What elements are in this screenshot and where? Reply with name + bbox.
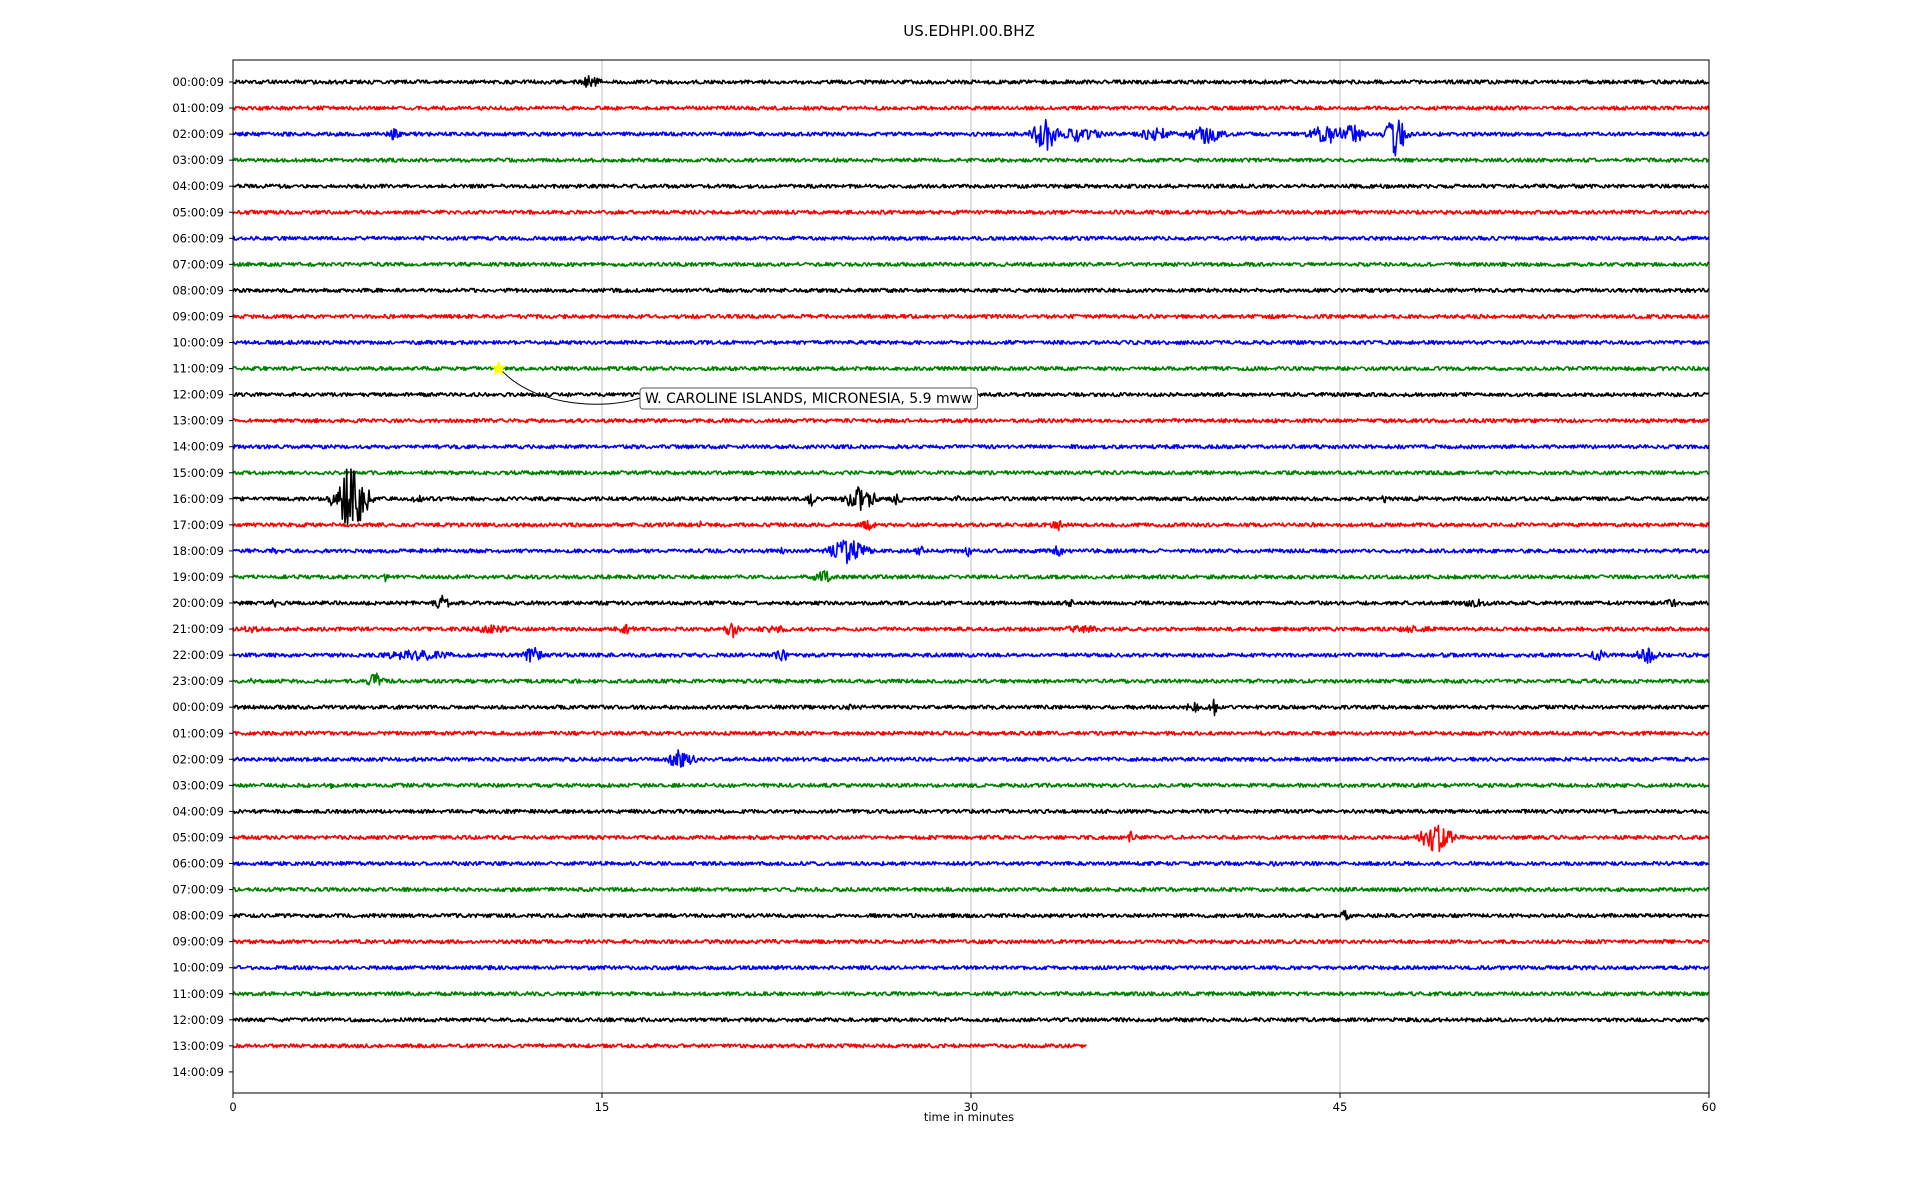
seismogram-trace bbox=[232, 313, 1710, 320]
y-tick-label: 14:00:09 bbox=[172, 440, 224, 454]
event-star-marker bbox=[490, 360, 507, 376]
seismogram-trace bbox=[232, 75, 1710, 88]
y-tick-label: 04:00:09 bbox=[172, 179, 224, 193]
y-tick-label: 09:00:09 bbox=[172, 935, 224, 949]
seismogram-trace bbox=[232, 672, 1710, 686]
chart-title: US.EDHPI.00.BHZ bbox=[903, 22, 1035, 40]
seismogram-trace bbox=[232, 468, 1710, 526]
seismogram-trace bbox=[232, 209, 1710, 215]
y-tick-label: 11:00:09 bbox=[172, 987, 224, 1001]
seismogram-trace bbox=[232, 824, 1710, 853]
y-tick-label: 01:00:09 bbox=[172, 726, 224, 740]
y-tick-label: 04:00:09 bbox=[172, 804, 224, 818]
seismogram-trace bbox=[232, 965, 1710, 971]
seismogram-trace bbox=[232, 749, 1710, 768]
seismogram-trace bbox=[232, 105, 1710, 111]
y-tick-label: 13:00:09 bbox=[172, 414, 224, 428]
y-tick-label: 10:00:09 bbox=[172, 961, 224, 975]
seismogram-trace bbox=[232, 157, 1710, 163]
y-tick-label: 03:00:09 bbox=[172, 153, 224, 167]
seismogram-trace bbox=[232, 860, 1709, 867]
y-tick-label: 06:00:09 bbox=[172, 857, 224, 871]
y-tick-label: 12:00:09 bbox=[172, 388, 224, 402]
event-annotation-connector bbox=[502, 371, 641, 405]
y-tick-label: 07:00:09 bbox=[172, 883, 224, 897]
y-tick-label: 08:00:09 bbox=[172, 909, 224, 923]
seismogram-trace bbox=[232, 622, 1710, 639]
seismogram-trace bbox=[232, 418, 1710, 424]
seismogram-trace bbox=[232, 730, 1710, 736]
y-tick-label: 20:00:09 bbox=[172, 596, 224, 610]
seismogram-trace bbox=[232, 886, 1710, 893]
y-tick-label: 02:00:09 bbox=[172, 752, 224, 766]
y-tick-label: 15:00:09 bbox=[172, 466, 224, 480]
y-tick-label: 00:00:09 bbox=[172, 75, 224, 89]
y-tick-label: 02:00:09 bbox=[172, 127, 224, 141]
x-axis-label: time in minutes bbox=[924, 1110, 1014, 1124]
seismogram-trace bbox=[232, 909, 1710, 921]
seismogram-trace bbox=[232, 444, 1710, 450]
seismogram-trace bbox=[232, 539, 1710, 565]
seismogram-traces bbox=[232, 75, 1710, 1049]
y-tick-label: 16:00:09 bbox=[172, 492, 224, 506]
seismogram-trace bbox=[232, 939, 1710, 945]
y-tick-label: 23:00:09 bbox=[172, 674, 224, 688]
y-tick-label: 10:00:09 bbox=[172, 336, 224, 350]
seismogram-trace bbox=[232, 594, 1710, 609]
seismogram-trace bbox=[232, 1043, 1087, 1049]
seismogram-trace bbox=[232, 118, 1710, 157]
x-tick-label: 30 bbox=[964, 1100, 979, 1114]
y-tick-label: 18:00:09 bbox=[172, 544, 224, 558]
y-tick-label: 07:00:09 bbox=[172, 257, 224, 271]
x-tick-label: 60 bbox=[1702, 1100, 1717, 1114]
x-tick-label: 15 bbox=[595, 1100, 610, 1114]
y-tick-label: 01:00:09 bbox=[172, 101, 224, 115]
seismogram-trace bbox=[232, 570, 1710, 583]
seismogram-trace bbox=[232, 470, 1709, 476]
seismogram-trace bbox=[232, 287, 1710, 294]
y-tick-label: 19:00:09 bbox=[172, 570, 224, 584]
y-tick-label: 09:00:09 bbox=[172, 309, 224, 323]
seismogram-trace bbox=[232, 1017, 1710, 1023]
y-tick-label: 05:00:09 bbox=[172, 205, 224, 219]
y-tick-label: 17:00:09 bbox=[172, 518, 224, 532]
seismogram-trace bbox=[232, 519, 1710, 532]
y-tick-label: 08:00:09 bbox=[172, 283, 224, 297]
seismogram-trace bbox=[232, 339, 1710, 346]
y-tick-label: 14:00:09 bbox=[172, 1065, 224, 1079]
seismogram-trace bbox=[232, 991, 1710, 997]
plot-frame bbox=[232, 59, 1710, 1094]
y-tick-label: 11:00:09 bbox=[172, 362, 224, 376]
x-tick-label: 0 bbox=[229, 1100, 236, 1114]
y-tick-label: 22:00:09 bbox=[172, 648, 224, 662]
y-tick-label: 06:00:09 bbox=[172, 231, 224, 245]
y-tick-label: 13:00:09 bbox=[172, 1039, 224, 1053]
y-tick-label: 05:00:09 bbox=[172, 830, 224, 844]
seismogram-trace bbox=[232, 183, 1710, 189]
seismogram-trace bbox=[232, 698, 1710, 717]
seismogram-trace bbox=[232, 808, 1710, 815]
seismogram-trace bbox=[232, 365, 1710, 372]
event-annotation: W. CAROLINE ISLANDS, MICRONESIA, 5.9 mww bbox=[490, 360, 978, 410]
x-tick-label: 45 bbox=[1333, 1100, 1348, 1114]
seismogram-trace bbox=[232, 782, 1710, 790]
y-tick-label: 00:00:09 bbox=[172, 700, 224, 714]
seismogram-trace bbox=[232, 235, 1710, 241]
seismogram-trace bbox=[232, 261, 1709, 267]
y-tick-label: 12:00:09 bbox=[172, 1013, 224, 1027]
y-tick-label: 03:00:09 bbox=[172, 778, 224, 792]
x-axis-ticks: 0 15 30 45 60 bbox=[229, 1093, 1716, 1114]
y-axis-ticks: 00:00:09 01:00:09 02:00:09 03:00:09 04:00:09… bbox=[172, 75, 233, 1079]
event-annotation-label: W. CAROLINE ISLANDS, MICRONESIA, 5.9 mww bbox=[645, 391, 972, 407]
y-tick-label: 21:00:09 bbox=[172, 622, 224, 636]
seismogram-trace bbox=[232, 646, 1710, 664]
